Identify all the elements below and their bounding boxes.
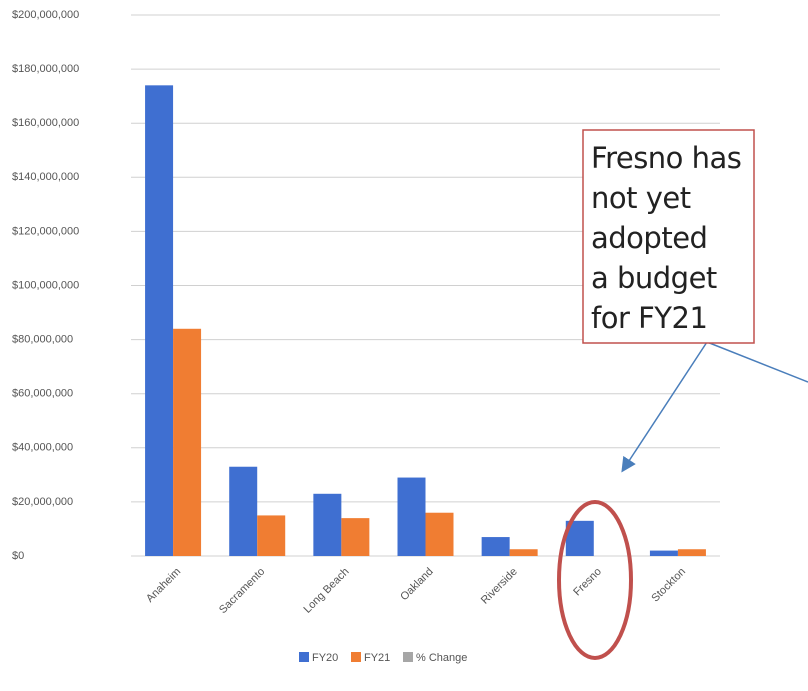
y-tick-label: $200,000,000	[12, 9, 79, 21]
x-tick-label: Anaheim	[144, 566, 183, 605]
bar	[229, 466, 258, 556]
y-tick-label: $80,000,000	[12, 334, 73, 346]
y-tick-label: $160,000,000	[12, 117, 79, 129]
legend-label: FY21	[364, 652, 390, 664]
annotation-line: not yet	[591, 181, 691, 215]
bar	[677, 549, 706, 556]
y-tick-label: $0	[12, 550, 24, 562]
bar	[341, 518, 370, 556]
annotation-connector	[706, 341, 808, 383]
bar	[481, 537, 510, 556]
y-tick-label: $140,000,000	[12, 171, 79, 183]
x-tick-label: Stockton	[649, 566, 688, 605]
annotation-arrow	[621, 341, 708, 473]
bar	[397, 477, 426, 556]
y-tick-label: $120,000,000	[12, 225, 79, 237]
highlight-ellipse	[557, 500, 633, 660]
annotation-line: Fresno has	[591, 141, 741, 175]
bar	[257, 515, 286, 556]
annotation-box	[582, 129, 755, 344]
bar	[145, 85, 174, 556]
x-tick-label: Fresno	[571, 566, 604, 599]
annotation-line: adopted	[591, 221, 707, 255]
legend-label: FY20	[312, 652, 338, 664]
x-tick-label: Sacramento	[217, 566, 267, 616]
y-tick-label: $60,000,000	[12, 388, 73, 400]
y-tick-label: $20,000,000	[12, 496, 73, 508]
y-tick-label: $40,000,000	[12, 442, 73, 454]
annotation-line: for FY21	[591, 301, 707, 335]
legend-swatch	[351, 652, 361, 662]
x-tick-label: Long Beach	[302, 566, 352, 616]
bar	[173, 328, 202, 556]
legend-swatch	[403, 652, 413, 662]
y-tick-label: $100,000,000	[12, 279, 79, 291]
annotation-line: a budget	[591, 261, 717, 295]
legend-swatch	[299, 652, 309, 662]
bar	[425, 512, 454, 556]
annotation: Fresno has not yet adopted a budget for FY21	[591, 141, 742, 335]
bar	[313, 493, 342, 556]
bar	[509, 549, 538, 556]
y-tick-label: $180,000,000	[12, 63, 79, 75]
legend-label: % Change	[416, 652, 467, 664]
bar	[649, 550, 678, 556]
x-tick-label: Riverside	[479, 566, 520, 607]
x-tick-label: Oakland	[398, 566, 435, 603]
